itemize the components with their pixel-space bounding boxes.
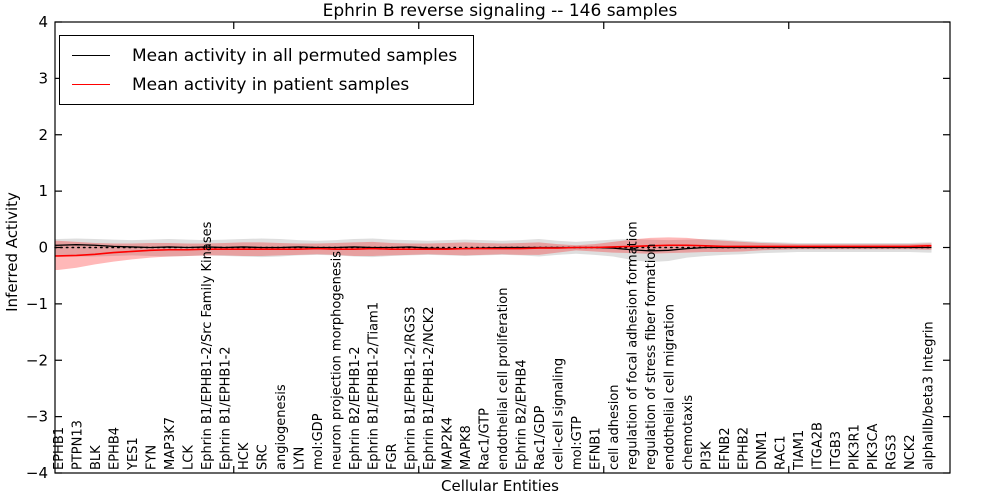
x-category-label: HCK bbox=[237, 442, 252, 470]
x-category-label: YES1 bbox=[126, 437, 141, 471]
patient-mean-line bbox=[55, 244, 932, 257]
legend-label-patient: Mean activity in patient samples bbox=[132, 74, 410, 95]
x-category-label: mol:GTP bbox=[570, 416, 585, 470]
x-category-label: RAC1 bbox=[774, 435, 789, 470]
y-tick-label: 4 bbox=[38, 13, 48, 31]
x-category-label: EFNB2 bbox=[718, 427, 733, 470]
chart-title: Ephrin B reverse signaling -- 146 sample… bbox=[322, 1, 678, 21]
x-category-label: FYN bbox=[145, 445, 160, 470]
x-category-label: chemotaxis bbox=[681, 395, 696, 470]
x-category-label: EPHB4 bbox=[108, 427, 123, 470]
x-category-label: TIAM1 bbox=[792, 430, 807, 471]
x-category-label: Ephrin B2/EPHB1-2 bbox=[348, 346, 363, 470]
x-category-label: Ephrin B1/EPHB1-2/Tiam1 bbox=[367, 302, 382, 470]
x-category-label: PIK3CA bbox=[866, 423, 881, 470]
x-category-label: cell adhesion bbox=[607, 384, 622, 470]
x-category-label: regulation of stress fiber formation bbox=[644, 243, 659, 470]
x-category-label: EPHB2 bbox=[737, 427, 752, 470]
x-category-label: NCK2 bbox=[903, 434, 918, 470]
y-tick-label: 0 bbox=[38, 239, 48, 257]
x-category-label: DNM1 bbox=[755, 431, 770, 470]
x-category-label: SRC bbox=[256, 444, 271, 470]
x-category-label: neuron projection morphogenesis bbox=[330, 251, 345, 470]
y-tick-label: 2 bbox=[38, 126, 48, 144]
y-tick-label: 3 bbox=[38, 69, 48, 87]
legend-entry-permuted: Mean activity in all permuted samples bbox=[72, 41, 457, 70]
x-category-label: ITGA2B bbox=[811, 422, 826, 470]
x-category-label: Ephrin B1/EPHB1-2/RGS3 bbox=[404, 306, 419, 470]
legend: Mean activity in all permuted samples Me… bbox=[59, 35, 475, 105]
legend-entry-patient: Mean activity in patient samples bbox=[72, 70, 457, 99]
y-tick-label: −4 bbox=[26, 464, 48, 482]
x-category-label: EPHB1 bbox=[52, 427, 67, 470]
y-tick-label: −1 bbox=[26, 295, 48, 313]
y-tick-label: 1 bbox=[38, 182, 48, 200]
y-tick-label: −2 bbox=[26, 351, 48, 369]
x-category-label: endothelial cell proliferation bbox=[496, 288, 511, 471]
x-category-label: PI3K bbox=[700, 441, 715, 470]
x-axis-label: Cellular Entities bbox=[441, 477, 559, 495]
permuted-mean-line bbox=[55, 244, 932, 252]
patient-line-swatch bbox=[72, 84, 110, 85]
x-category-label: FGR bbox=[385, 443, 400, 470]
x-category-label: Ephrin B1/EPHB1-2/NCK2 bbox=[422, 306, 437, 470]
x-category-label: LCK bbox=[182, 445, 197, 470]
x-category-label: alphaIIb/beta3 Integrin bbox=[922, 321, 937, 470]
x-category-label: MAP3K7 bbox=[163, 417, 178, 470]
x-category-label: LYN bbox=[293, 447, 308, 470]
x-category-label: cell-cell signaling bbox=[552, 358, 567, 470]
y-tick-label: −3 bbox=[26, 408, 48, 426]
x-category-label: Ephrin B2/EPHB4 bbox=[515, 359, 530, 470]
x-category-label: EFNB1 bbox=[589, 427, 604, 470]
x-category-label: PTPN13 bbox=[71, 420, 86, 470]
x-category-label: Rac1/GDP bbox=[533, 405, 548, 470]
x-category-label: Ephrin B1/EPHB1-2 bbox=[219, 346, 234, 470]
x-category-label: mol:GDP bbox=[311, 413, 326, 470]
x-category-label: PIK3R1 bbox=[848, 424, 863, 470]
x-category-label: MAP2K4 bbox=[441, 417, 456, 470]
x-category-label: endothelial cell migration bbox=[663, 304, 678, 470]
permuted-samples-range-band bbox=[55, 238, 932, 263]
x-category-label: regulation of focal adhesion formation bbox=[626, 221, 641, 470]
x-category-label: angiogenesis bbox=[274, 384, 289, 470]
x-category-label: ITGB3 bbox=[829, 431, 844, 470]
y-axis-label: Inferred Activity bbox=[3, 192, 21, 312]
x-category-label: Rac1/GTP bbox=[478, 408, 493, 470]
x-category-label: Ephrin B1/EPHB1-2/Src Family Kinases bbox=[200, 221, 215, 470]
legend-label-permuted: Mean activity in all permuted samples bbox=[132, 45, 458, 66]
x-category-label: MAPK8 bbox=[459, 425, 474, 470]
permuted-line-swatch bbox=[72, 55, 110, 56]
x-category-label: RGS3 bbox=[885, 434, 900, 470]
x-category-label: BLK bbox=[89, 445, 104, 470]
